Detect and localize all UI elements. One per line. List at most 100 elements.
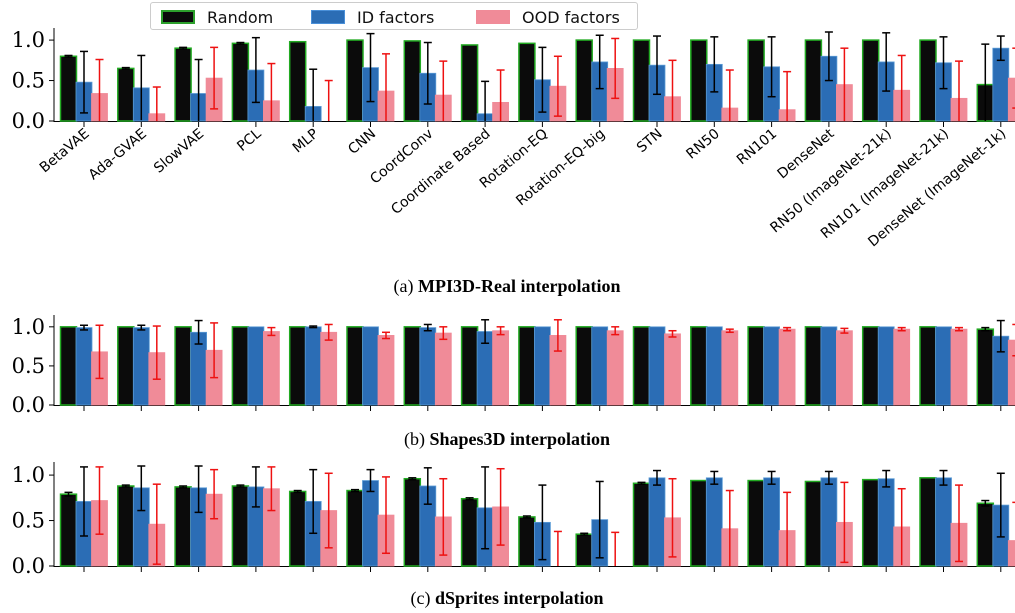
bar-random (231, 485, 250, 567)
bar-ood (1007, 77, 1015, 122)
bar-random (575, 533, 593, 567)
bar-random (804, 326, 823, 406)
bar-id (877, 478, 895, 567)
x-tick-label: MLP (290, 126, 322, 156)
x-tick-label: RN101 (734, 126, 780, 168)
y-tick-label: 0.0 (12, 554, 45, 578)
bar-id (820, 326, 838, 406)
y-tick-label: 1.0 (12, 315, 45, 339)
bar-random (346, 39, 364, 122)
bar-ood (893, 328, 911, 406)
bar-ood (262, 331, 280, 406)
bar-id (820, 477, 838, 567)
bar-ood (1007, 540, 1015, 567)
bar-random (518, 326, 536, 406)
bar-id (648, 477, 666, 567)
bar-id (705, 326, 723, 406)
bar-id (362, 480, 379, 567)
x-tick-label: STN (634, 126, 666, 156)
bar-ood (606, 330, 624, 406)
bar-id (935, 326, 952, 406)
x-tick-label: BetaVAE (37, 126, 93, 176)
y-tick-label: 1.0 (12, 463, 45, 487)
bar-random (632, 326, 651, 406)
caption-title: MPI3D-Real interpolation (418, 276, 620, 296)
bar-id (763, 326, 780, 406)
bar-random (403, 326, 422, 406)
bar-id (534, 326, 551, 406)
bar-random (575, 326, 593, 406)
bar-random (288, 40, 307, 122)
bar-random (231, 42, 250, 122)
bar-id (304, 326, 322, 406)
legend-label-ood: OOD factors (522, 7, 620, 27)
bar-random (804, 39, 823, 122)
bar-random (632, 482, 651, 567)
bar-random (919, 477, 937, 567)
bar-random (460, 44, 479, 122)
panel-caption: (b) Shapes3D interpolation (404, 429, 610, 450)
bar-random (632, 39, 651, 122)
bar-ood (320, 331, 338, 406)
bar-random (518, 516, 536, 567)
bar-id (132, 327, 150, 406)
legend-label-random: Random (207, 7, 274, 27)
bar-id (648, 326, 666, 406)
bar-random (976, 328, 995, 406)
caption-title: dSprites interpolation (435, 588, 604, 608)
bar-ood (434, 332, 452, 406)
bar-random (804, 480, 823, 567)
bar-ood (836, 330, 853, 406)
bar-random (861, 326, 880, 406)
legend-swatch-ood (476, 10, 510, 24)
y-tick-label: 1.0 (12, 28, 45, 52)
x-tick-label: Coordinate Based (388, 126, 493, 218)
bar-id (877, 326, 895, 406)
bar-random (174, 486, 192, 567)
bar-random (575, 39, 593, 122)
bar-ood (778, 328, 796, 406)
bar-random (460, 497, 479, 567)
bar-random (690, 326, 708, 406)
panel-caption: (c) dSprites interpolation (411, 588, 604, 609)
legend-swatch-id (311, 10, 345, 24)
bar-random (861, 39, 880, 122)
legend-item-random: Random (161, 7, 273, 27)
bar-ood (721, 330, 739, 406)
panel-caption: (a) MPI3D-Real interpolation (394, 276, 621, 297)
bar-random (288, 490, 307, 567)
y-tick-label: 0.5 (12, 69, 45, 93)
bar-id (419, 327, 437, 406)
bar-random (59, 493, 78, 567)
bar-random (59, 55, 78, 122)
bar-ood (950, 328, 968, 406)
legend-item-id: ID factors (311, 7, 434, 27)
caption-prefix: (b) (404, 429, 430, 450)
x-tick-label: PCL (234, 126, 264, 155)
bar-random (174, 326, 192, 406)
bar-id (362, 326, 379, 406)
bar-ood (664, 333, 681, 406)
legend-swatch-random (161, 10, 195, 24)
bar-random (231, 326, 250, 406)
bar-random (460, 326, 479, 406)
bar-random (690, 39, 708, 122)
chart-panel-3: 0.0 0.5 1.0 (c) dSprites interpolation (12, 462, 1015, 609)
bar-random (403, 40, 422, 122)
y-tick-label: 0.0 (12, 393, 45, 417)
bar-random (747, 39, 765, 122)
legend-item-ood: OOD factors (476, 7, 620, 27)
bar-random (403, 477, 422, 567)
x-tick-label: Ada-GVAE (86, 126, 150, 183)
bar-random (117, 67, 135, 122)
bar-random (690, 479, 708, 567)
x-tick-label: SlowVAE (151, 126, 207, 177)
bar-id (763, 477, 780, 567)
bar-random (174, 47, 192, 122)
y-tick-label: 0.5 (12, 509, 45, 533)
bar-random (518, 42, 536, 122)
bar-random (861, 478, 880, 567)
chart-panel-2: 0.0 0.5 1.0 (b) Shapes3D interpolation (12, 315, 1015, 450)
